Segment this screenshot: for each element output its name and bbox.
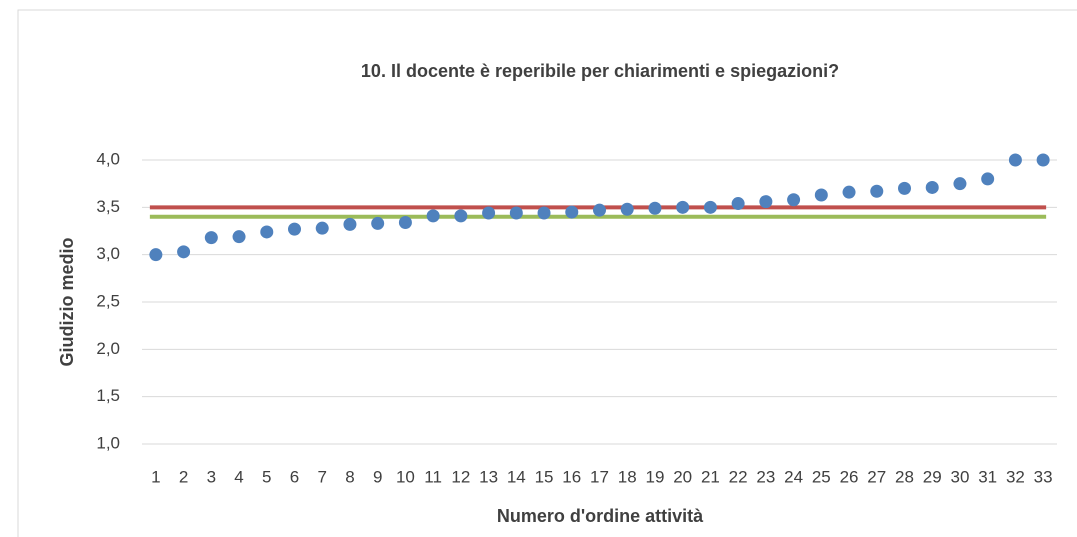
point [454, 209, 468, 223]
y-tick-label: 4,0 [96, 149, 120, 168]
x-tick-label: 25 [812, 467, 831, 486]
x-tick-label: 18 [618, 467, 637, 486]
point [288, 222, 301, 236]
point [232, 230, 246, 244]
point [565, 205, 579, 219]
x-tick-label: 10 [396, 467, 415, 486]
point [343, 217, 357, 231]
point [482, 206, 496, 220]
x-tick-label: 32 [1006, 467, 1025, 486]
x-tick-label: 23 [756, 467, 775, 486]
chart-title: 10. Il docente è reperibile per chiarime… [361, 61, 839, 81]
point [981, 172, 995, 186]
point [953, 177, 967, 191]
x-tick-label: 33 [1034, 467, 1053, 486]
point [842, 185, 856, 199]
y-tick-label: 3,5 [96, 197, 120, 216]
point [787, 193, 801, 207]
y-tick-label: 1,0 [96, 433, 120, 452]
point [315, 221, 329, 235]
point [426, 209, 440, 223]
point [814, 188, 828, 202]
point [620, 202, 634, 216]
x-tick-label: 14 [507, 467, 526, 486]
point [260, 225, 274, 239]
x-tick-label: 20 [673, 467, 692, 486]
point [509, 206, 523, 220]
x-axis-label: Numero d'ordine attività [497, 506, 704, 526]
point [593, 203, 606, 217]
x-tick-label: 16 [562, 467, 581, 486]
x-tick-label: 3 [207, 467, 216, 486]
point [925, 180, 939, 194]
x-tick-label: 1 [151, 467, 160, 486]
chart-frame [17, 9, 1077, 537]
x-tick-label: 6 [290, 467, 299, 486]
x-tick-label: 9 [373, 467, 382, 486]
x-tick-label: 7 [317, 467, 326, 486]
x-tick-label: 8 [345, 467, 354, 486]
point [1036, 153, 1050, 167]
x-tick-label: 2 [179, 467, 188, 486]
point [731, 197, 745, 211]
x-tick-label: 29 [923, 467, 942, 486]
y-tick-label: 2,5 [96, 291, 120, 310]
point [1008, 153, 1022, 167]
point [371, 216, 385, 230]
point [759, 195, 773, 209]
x-tick-label: 4 [234, 467, 243, 486]
y-tick-label: 3,0 [96, 244, 120, 263]
y-tick-label: 1,5 [96, 386, 120, 405]
point [149, 248, 163, 262]
x-tick-label: 17 [590, 467, 609, 486]
x-tick-label: 24 [784, 467, 803, 486]
x-tick-label: 30 [950, 467, 969, 486]
point [676, 200, 690, 214]
x-tick-label: 13 [479, 467, 498, 486]
point [870, 184, 884, 198]
x-tick-label: 28 [895, 467, 914, 486]
point [177, 245, 191, 259]
x-tick-label: 12 [451, 467, 470, 486]
point [204, 231, 218, 245]
x-tick-label: 5 [262, 467, 271, 486]
point [648, 201, 662, 215]
y-tick-label: 2,0 [96, 339, 120, 358]
x-tick-label: 21 [701, 467, 720, 486]
point [398, 215, 412, 229]
x-tick-label: 11 [424, 467, 442, 486]
x-tick-label: 31 [978, 467, 997, 486]
point [898, 181, 911, 195]
point [537, 206, 551, 220]
x-tick-label: 26 [840, 467, 859, 486]
x-tick-label: 22 [729, 467, 748, 486]
x-tick-label: 19 [645, 467, 664, 486]
point [703, 200, 717, 214]
y-axis-label: Giudizio medio [57, 237, 77, 366]
x-tick-label: 15 [535, 467, 554, 486]
x-tick-label: 27 [867, 467, 886, 486]
